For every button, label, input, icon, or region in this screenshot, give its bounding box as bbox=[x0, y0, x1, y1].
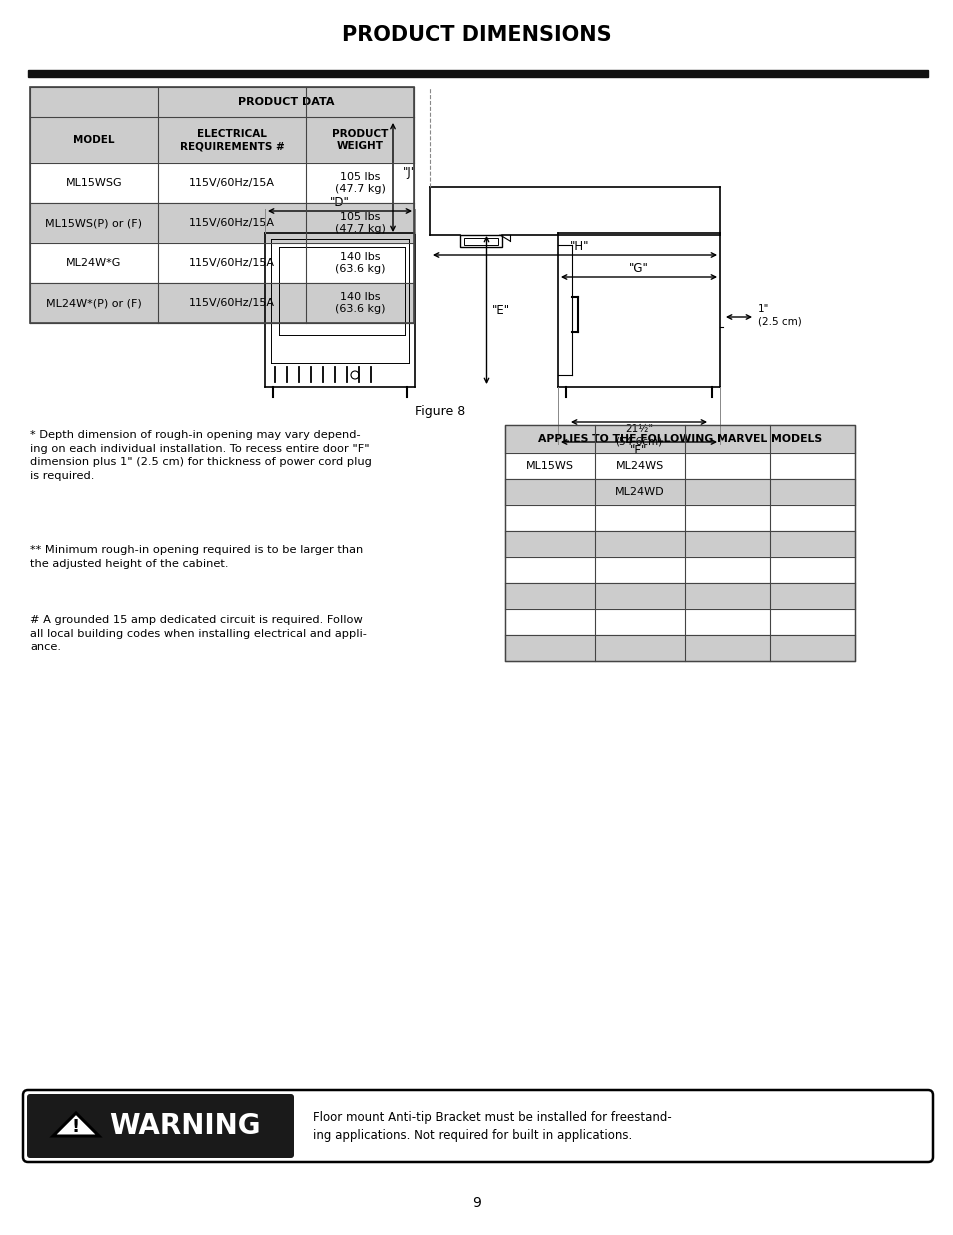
Bar bbox=[30, 283, 414, 324]
Text: ELECTRICAL
REQUIREMENTS #: ELECTRICAL REQUIREMENTS # bbox=[179, 128, 284, 152]
Text: ML15WS(P) or (F): ML15WS(P) or (F) bbox=[46, 219, 142, 228]
Text: ML24WS: ML24WS bbox=[616, 461, 663, 471]
Text: * Depth dimension of rough-in opening may vary depend-
ing on each individual in: * Depth dimension of rough-in opening ma… bbox=[30, 430, 372, 480]
Text: ML15WS: ML15WS bbox=[525, 461, 574, 471]
Text: 9: 9 bbox=[472, 1195, 481, 1210]
Text: ML24W*G: ML24W*G bbox=[67, 258, 122, 268]
Text: "F": "F" bbox=[630, 445, 647, 457]
Bar bbox=[30, 86, 414, 117]
Bar bbox=[504, 531, 854, 557]
Text: "E": "E" bbox=[491, 304, 509, 316]
Text: 115V/60Hz/15A: 115V/60Hz/15A bbox=[189, 298, 274, 308]
Text: Figure 8: Figure 8 bbox=[415, 405, 465, 417]
Bar bbox=[28, 70, 927, 77]
Bar bbox=[504, 583, 854, 609]
Text: ML15WSG: ML15WSG bbox=[66, 178, 122, 188]
Text: 21½"
(54.6cm): 21½" (54.6cm) bbox=[615, 424, 662, 446]
Bar bbox=[30, 243, 414, 283]
Bar bbox=[504, 609, 854, 635]
Bar bbox=[30, 86, 414, 324]
Text: Floor mount Anti-tip Bracket must be installed for freestand-
ing applications. : Floor mount Anti-tip Bracket must be ins… bbox=[313, 1110, 671, 1141]
Bar bbox=[504, 505, 854, 531]
Bar bbox=[504, 557, 854, 583]
Bar bbox=[30, 117, 414, 163]
Bar bbox=[30, 163, 414, 203]
Bar bbox=[504, 635, 854, 661]
Text: 1"
(2.5 cm): 1" (2.5 cm) bbox=[758, 304, 801, 326]
Text: PRODUCT DATA: PRODUCT DATA bbox=[237, 98, 334, 107]
Bar bbox=[504, 425, 854, 453]
Text: PRODUCT
WEIGHT: PRODUCT WEIGHT bbox=[332, 128, 388, 152]
Text: ** Minimum rough-in opening required is to be larger than
the adjusted height of: ** Minimum rough-in opening required is … bbox=[30, 545, 363, 568]
Text: !: ! bbox=[71, 1118, 80, 1136]
Text: 115V/60Hz/15A: 115V/60Hz/15A bbox=[189, 178, 274, 188]
Bar bbox=[463, 238, 497, 245]
FancyBboxPatch shape bbox=[27, 1094, 294, 1158]
Text: 115V/60Hz/15A: 115V/60Hz/15A bbox=[189, 258, 274, 268]
Text: MODEL: MODEL bbox=[73, 135, 114, 144]
Bar bbox=[504, 425, 854, 661]
Text: APPLIES TO THE FOLLOWING MARVEL MODELS: APPLIES TO THE FOLLOWING MARVEL MODELS bbox=[537, 433, 821, 445]
Text: 115V/60Hz/15A: 115V/60Hz/15A bbox=[189, 219, 274, 228]
Text: "G": "G" bbox=[628, 262, 648, 275]
Polygon shape bbox=[53, 1113, 99, 1136]
Text: # A grounded 15 amp dedicated circuit is required. Follow
all local building cod: # A grounded 15 amp dedicated circuit is… bbox=[30, 615, 367, 652]
Text: 105 lbs
(47.7 kg): 105 lbs (47.7 kg) bbox=[335, 211, 385, 235]
Text: ML24WD: ML24WD bbox=[615, 487, 664, 496]
Bar bbox=[459, 235, 501, 247]
Text: 140 lbs
(63.6 kg): 140 lbs (63.6 kg) bbox=[335, 252, 385, 274]
Text: 140 lbs
(63.6 kg): 140 lbs (63.6 kg) bbox=[335, 291, 385, 314]
Text: "J": "J" bbox=[402, 165, 416, 179]
Text: ML24W*(P) or (F): ML24W*(P) or (F) bbox=[46, 298, 142, 308]
Text: "H": "H" bbox=[570, 240, 589, 253]
FancyBboxPatch shape bbox=[23, 1091, 932, 1162]
Text: PRODUCT DIMENSIONS: PRODUCT DIMENSIONS bbox=[342, 25, 611, 44]
Text: WARNING: WARNING bbox=[109, 1112, 260, 1140]
Text: 105 lbs
(47.7 kg): 105 lbs (47.7 kg) bbox=[335, 172, 385, 194]
Text: "D": "D" bbox=[330, 196, 350, 209]
Bar bbox=[504, 479, 854, 505]
Bar bbox=[504, 453, 854, 479]
Bar bbox=[30, 203, 414, 243]
